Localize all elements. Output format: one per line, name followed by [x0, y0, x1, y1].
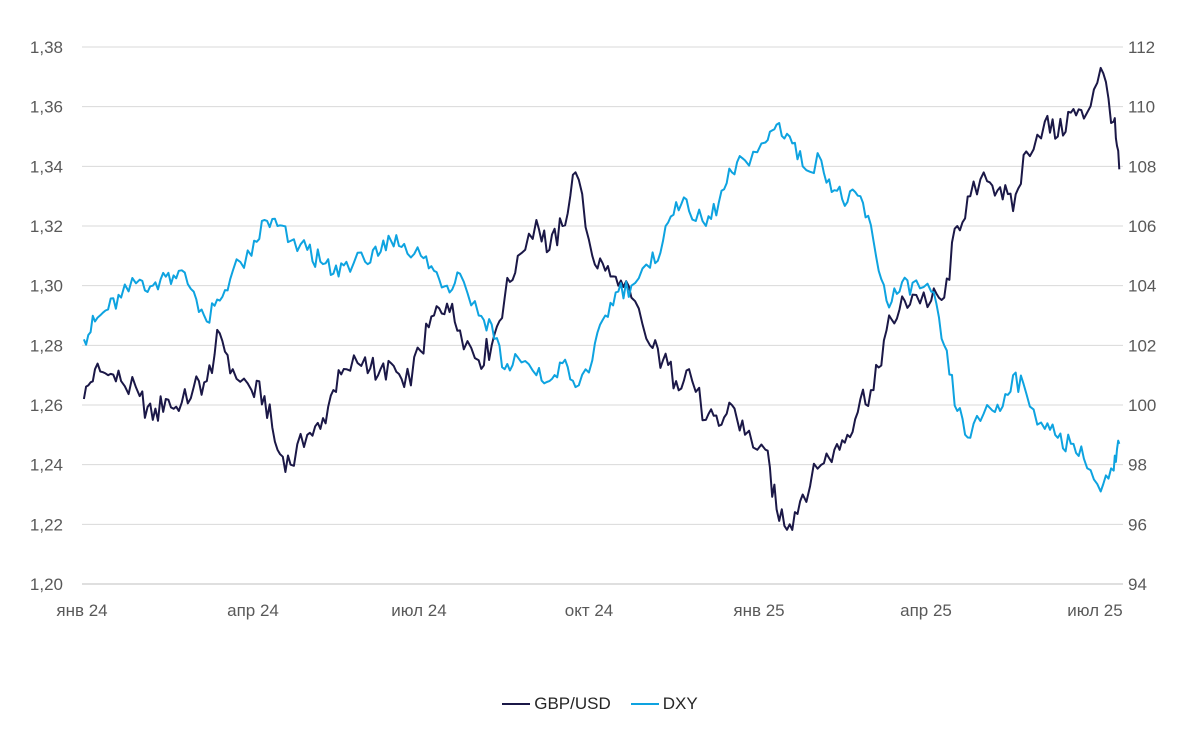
- right-tick-label: 110: [1128, 98, 1155, 117]
- gridlines: [82, 46, 1123, 585]
- x-tick-label: янв 24: [56, 601, 107, 620]
- left-tick-label: 1,22: [30, 515, 63, 534]
- x-tick-label: янв 25: [733, 601, 784, 620]
- x-tick-label: апр 24: [227, 601, 279, 620]
- right-tick-label: 100: [1128, 396, 1156, 415]
- right-tick-label: 112: [1128, 38, 1155, 57]
- legend-swatch-gbpusd: [502, 703, 531, 705]
- right-axis-ticks: 94 96 98 100 102 104 106 108 110 112: [1128, 38, 1156, 594]
- right-tick-label: 106: [1128, 217, 1156, 236]
- series-lines: [82, 66, 1121, 531]
- right-tick-label: 96: [1128, 515, 1147, 534]
- legend-item-gbpusd: GBP/USD: [502, 694, 611, 714]
- series-line-dxy: [82, 122, 1121, 493]
- right-tick-label: 94: [1128, 575, 1147, 594]
- left-tick-label: 1,20: [30, 575, 63, 594]
- series-line-gbp-usd: [82, 66, 1121, 531]
- left-tick-label: 1,30: [30, 277, 63, 296]
- right-tick-label: 104: [1128, 277, 1156, 296]
- legend: GBP/USD DXY: [0, 694, 1200, 714]
- x-axis-ticks: янв 24 апр 24 июл 24 окт 24 янв 25 апр 25 июл …: [56, 601, 1122, 620]
- left-tick-label: 1,26: [30, 396, 63, 415]
- left-tick-label: 1,32: [30, 217, 63, 236]
- legend-label-dxy: DXY: [662, 694, 698, 713]
- legend-swatch-dxy: [630, 703, 659, 705]
- legend-item-dxy: DXY: [630, 694, 698, 714]
- left-tick-label: 1,24: [30, 456, 63, 475]
- left-tick-label: 1,38: [30, 38, 63, 57]
- x-tick-label: апр 25: [900, 601, 952, 620]
- x-tick-label: окт 24: [565, 601, 614, 620]
- legend-label-gbpusd: GBP/USD: [534, 694, 611, 713]
- left-tick-label: 1,28: [30, 336, 63, 355]
- left-tick-label: 1,36: [30, 98, 63, 117]
- right-tick-label: 102: [1128, 336, 1156, 355]
- right-tick-label: 98: [1128, 456, 1147, 475]
- x-tick-label: июл 25: [1067, 601, 1122, 620]
- left-axis-ticks: 1,20 1,22 1,24 1,26 1,28 1,30 1,32 1,34 1,36 1,38: [30, 38, 63, 594]
- x-tick-label: июл 24: [391, 601, 446, 620]
- left-tick-label: 1,34: [30, 157, 63, 176]
- right-tick-label: 108: [1128, 157, 1156, 176]
